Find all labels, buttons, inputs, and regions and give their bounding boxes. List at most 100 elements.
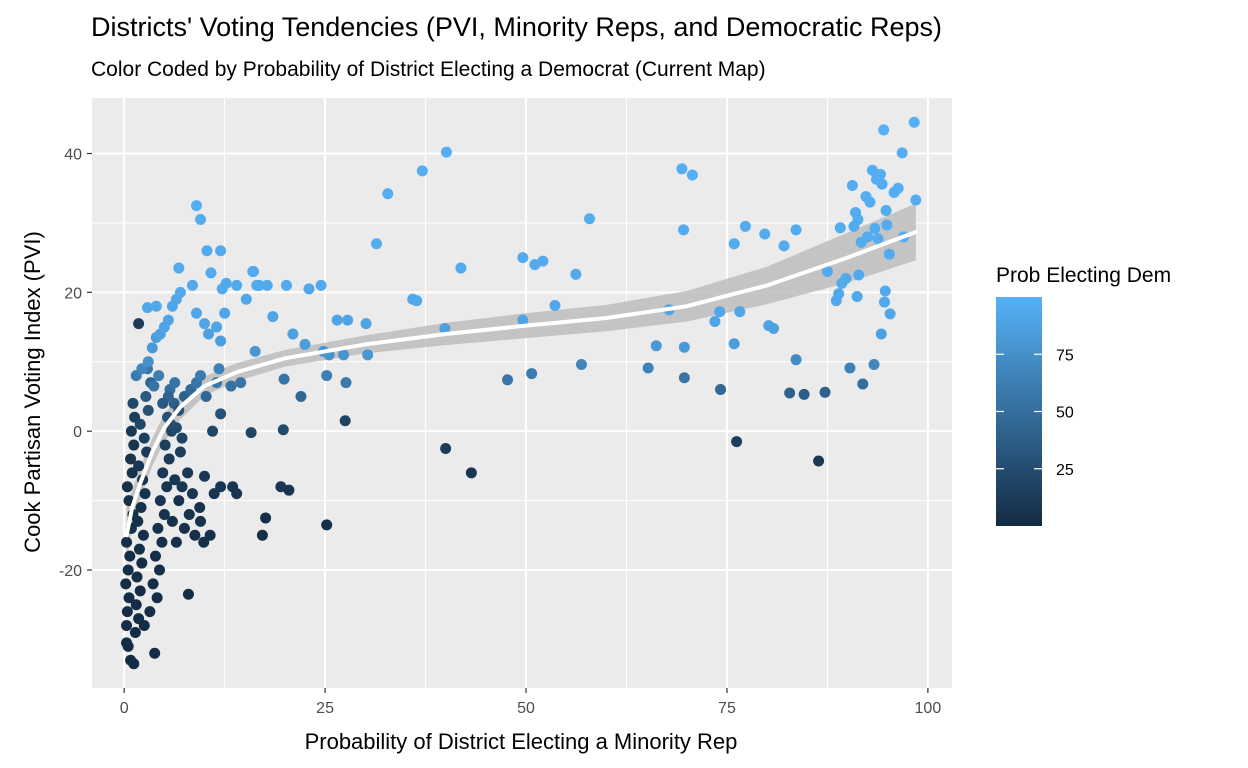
data-point xyxy=(465,467,477,479)
data-point xyxy=(526,368,538,380)
data-point xyxy=(213,363,225,375)
data-point xyxy=(205,267,217,279)
data-point xyxy=(844,362,856,374)
data-point xyxy=(411,295,423,307)
data-point xyxy=(161,481,173,493)
data-point xyxy=(857,378,869,390)
data-point xyxy=(186,279,198,291)
data-point xyxy=(122,640,134,652)
chart-title: Districts' Voting Tendencies (PVI, Minor… xyxy=(91,12,942,42)
data-point xyxy=(878,296,890,308)
data-point xyxy=(768,322,780,334)
data-point xyxy=(190,200,202,212)
data-point xyxy=(200,390,212,402)
data-point xyxy=(235,377,247,389)
data-point xyxy=(151,592,163,604)
legend-tick-label: 75 xyxy=(1056,347,1074,364)
data-point xyxy=(136,557,148,569)
chart-subtitle: Color Coded by Probability of District E… xyxy=(91,58,766,81)
data-point xyxy=(342,314,354,326)
data-point xyxy=(135,502,147,514)
data-point xyxy=(159,439,171,451)
data-point xyxy=(125,453,137,465)
data-point xyxy=(162,314,174,326)
data-point xyxy=(121,606,133,618)
data-point xyxy=(182,467,194,479)
y-tick-label: 40 xyxy=(64,147,82,164)
x-tick-label: 100 xyxy=(915,700,942,717)
data-point xyxy=(315,279,327,291)
data-point xyxy=(439,322,451,334)
data-point xyxy=(714,306,726,318)
data-point xyxy=(851,291,863,303)
data-point xyxy=(142,404,154,416)
data-point xyxy=(278,373,290,385)
x-tick-label: 25 xyxy=(316,700,334,717)
data-point xyxy=(678,341,690,353)
data-point xyxy=(198,536,210,548)
data-point xyxy=(137,529,149,541)
data-point xyxy=(138,620,150,632)
data-point xyxy=(731,436,743,448)
data-point xyxy=(678,372,690,384)
x-axis-label: Probability of District Electing a Minor… xyxy=(305,729,738,754)
data-point xyxy=(884,308,896,320)
data-point xyxy=(149,550,161,562)
data-point xyxy=(231,279,243,291)
data-point xyxy=(575,359,587,371)
data-point xyxy=(382,188,394,200)
y-tick-label: 0 xyxy=(73,424,82,441)
data-point xyxy=(173,495,185,507)
data-point xyxy=(852,213,864,225)
data-point xyxy=(256,529,268,541)
data-point xyxy=(299,338,311,350)
y-axis: -20 0 20 40 xyxy=(59,147,92,580)
data-point xyxy=(132,515,144,527)
data-point xyxy=(130,599,142,611)
data-point xyxy=(872,233,884,245)
data-point xyxy=(208,488,220,500)
legend-ticks: 25 50 75 xyxy=(996,347,1074,479)
data-point xyxy=(892,182,904,194)
data-point xyxy=(215,408,227,420)
color-legend: Prob Electing Dem 25 50 75 xyxy=(996,264,1171,526)
data-point xyxy=(211,321,223,333)
data-point xyxy=(875,328,887,340)
data-point xyxy=(186,488,198,500)
data-point xyxy=(170,536,182,548)
data-point xyxy=(879,285,891,297)
data-point xyxy=(862,231,874,243)
data-point xyxy=(819,386,831,398)
data-point xyxy=(149,647,161,659)
data-point xyxy=(277,424,289,436)
legend-title: Prob Electing Dem xyxy=(996,264,1171,287)
data-point xyxy=(133,460,145,472)
data-point xyxy=(207,425,219,437)
data-point xyxy=(517,252,529,264)
data-point xyxy=(709,316,721,328)
data-point xyxy=(134,418,146,430)
data-point xyxy=(853,269,865,281)
data-point xyxy=(881,219,893,231)
data-point xyxy=(868,359,880,371)
data-point xyxy=(190,307,202,319)
data-point xyxy=(584,213,596,225)
data-point xyxy=(201,245,213,257)
data-point xyxy=(281,279,293,291)
data-point xyxy=(253,279,265,291)
data-point xyxy=(158,508,170,520)
data-point xyxy=(686,169,698,181)
data-point xyxy=(910,194,922,206)
data-point xyxy=(840,272,852,284)
data-point xyxy=(440,443,452,455)
legend-tick-label: 25 xyxy=(1056,462,1074,479)
data-point xyxy=(249,345,261,357)
data-point xyxy=(204,529,216,541)
data-point xyxy=(126,467,138,479)
smooth-line-layer xyxy=(124,229,918,538)
x-tick-label: 0 xyxy=(120,700,129,717)
data-point xyxy=(152,522,164,534)
data-point xyxy=(321,519,333,531)
data-point xyxy=(338,349,350,361)
